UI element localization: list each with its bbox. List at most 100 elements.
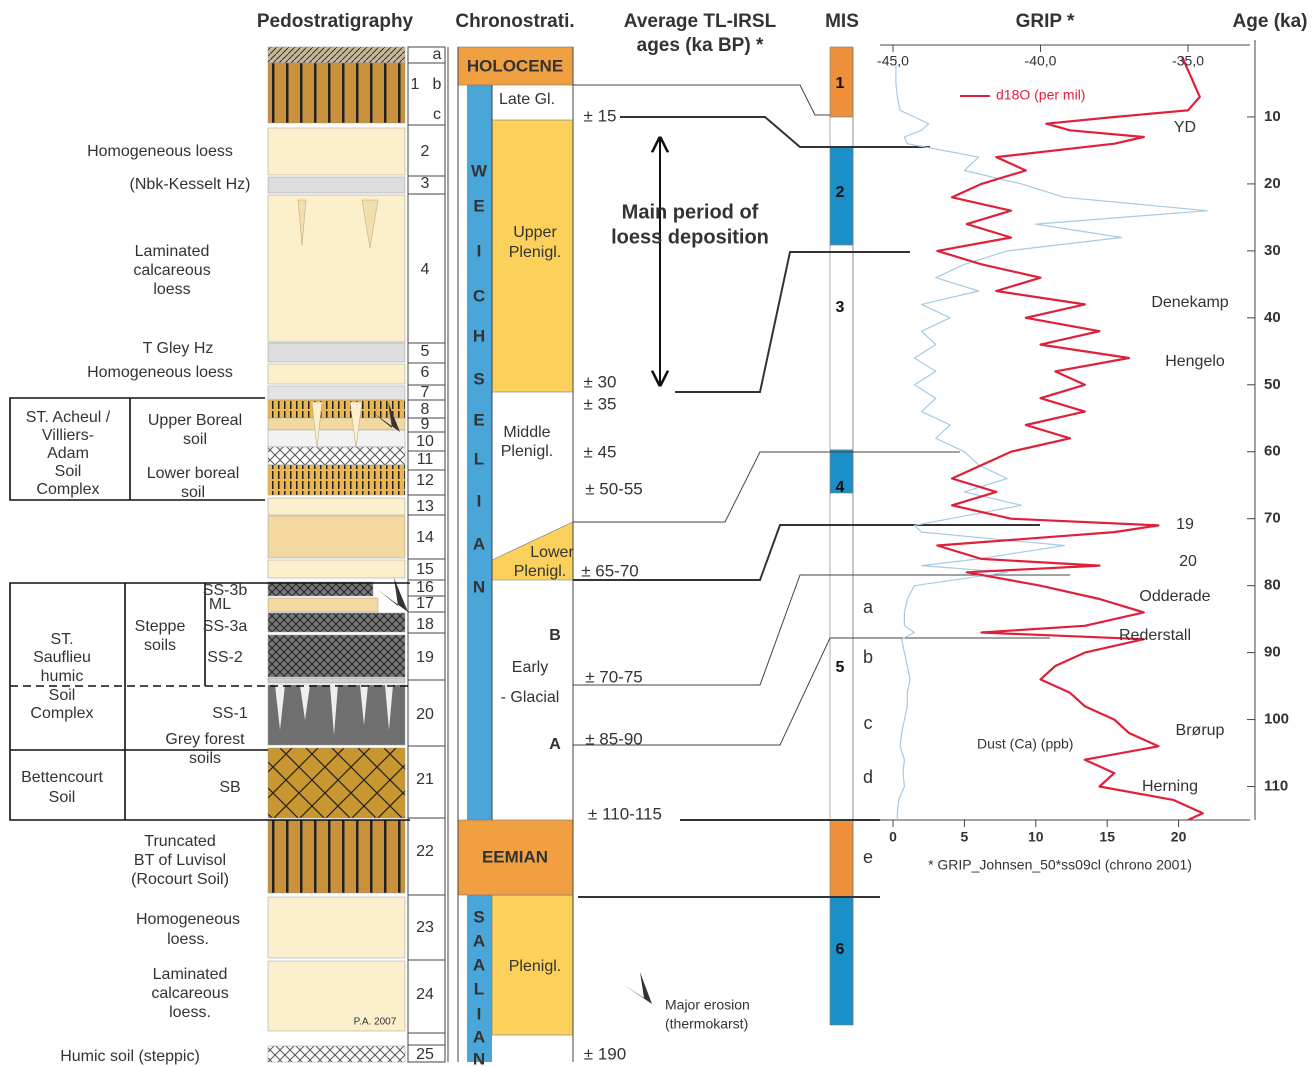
header: Chronostrati.	[455, 11, 574, 32]
legend-text: (thermokarst)	[665, 1016, 748, 1032]
layer-number: 4	[421, 261, 430, 278]
soil-label: Villiers-	[42, 427, 94, 444]
layer-number: 10	[416, 433, 434, 450]
chrono-label: HOLOCENE	[467, 56, 563, 75]
pedo-label: Homogeneous	[136, 911, 240, 928]
header: Pedostratigraphy	[257, 11, 414, 32]
layer-number: 5	[421, 343, 430, 360]
header: Average TL-IRSL	[624, 11, 777, 32]
layer-number: 7	[421, 384, 430, 401]
layer-number: 3	[421, 175, 430, 192]
pedo-label: T Gley Hz	[143, 340, 214, 357]
bottom-tick-label: 0	[889, 829, 897, 845]
series-line	[895, 56, 1208, 820]
grip-chart	[880, 40, 1256, 827]
top-tick-label: -45,0	[877, 53, 909, 69]
period-letter: S	[473, 369, 484, 388]
chrono-label: Early	[512, 659, 548, 676]
soil-label: SB	[219, 779, 240, 796]
pedo-label: Humic soil (steppic)	[60, 1048, 200, 1065]
age-label: ± 85-90	[585, 729, 643, 748]
top-tick-label: -35,0	[1172, 53, 1204, 69]
legend-label: Dust (Ca) (ppb)	[977, 736, 1073, 752]
layer-number: 2	[421, 143, 430, 160]
annotation: 19	[1176, 516, 1194, 533]
chrono-label: EEMIAN	[482, 847, 548, 866]
annotation: 20	[1179, 553, 1197, 570]
age-label: ± 45	[584, 442, 617, 461]
soil-label: Grey forest	[165, 731, 245, 748]
layer-number: 17	[416, 595, 434, 612]
layer-number: 21	[416, 771, 434, 788]
soil-label: Upper Boreal	[148, 412, 242, 429]
layer-number: 15	[416, 561, 434, 578]
pedo-label: loess.	[169, 1004, 211, 1021]
soil-label: Soil	[49, 789, 76, 806]
age-tick-label: 100	[1264, 711, 1289, 728]
annotation: Herning	[1142, 778, 1198, 795]
layer-number: 22	[416, 843, 434, 860]
chrono-label: Middle	[503, 424, 550, 441]
period-letter: I	[477, 241, 482, 260]
soil-label: Bettencourt	[21, 769, 103, 786]
soil-label: Soil	[49, 687, 76, 704]
mis-stage: 4	[836, 479, 845, 496]
period-letter: L	[474, 979, 484, 998]
layer-number: 18	[416, 616, 434, 633]
soil-label: SS-3a	[203, 618, 248, 635]
layer-dividers	[408, 62, 445, 1046]
pedo-label: P.A. 2007	[354, 1017, 397, 1028]
soil-label: ML	[209, 596, 231, 613]
chrono-column	[457, 46, 574, 1062]
annotation: YD	[1174, 119, 1196, 136]
period-letter: H	[473, 326, 485, 345]
loess-note: Main period of	[622, 201, 759, 223]
period-letter: E	[473, 410, 484, 429]
annotation: Odderade	[1139, 588, 1210, 605]
soil-label: soils	[144, 637, 176, 654]
layer-number: b	[433, 76, 442, 93]
age-tick-label: 80	[1264, 577, 1281, 594]
soil-label: SS-3b	[203, 582, 248, 599]
age-label: ± 110-115	[588, 804, 662, 823]
period-letter: W	[471, 161, 488, 180]
age-tick-label: 30	[1264, 242, 1281, 259]
layer-number: 23	[416, 919, 434, 936]
annotation: Denekamp	[1151, 294, 1228, 311]
chrono-label: Late Gl.	[499, 91, 555, 108]
mis-substage: e	[863, 847, 873, 867]
annotation: Brørup	[1176, 722, 1225, 739]
soil-label: Soil	[55, 463, 82, 480]
chrono-label: A	[549, 736, 561, 753]
erosion-icons	[372, 402, 652, 1004]
layer-number: 8	[421, 401, 430, 418]
bottom-tick-label: 5	[961, 829, 969, 845]
chrono-label: Lower	[530, 544, 574, 561]
age-tick-label: 50	[1264, 376, 1281, 393]
soil-label: Complex	[30, 705, 93, 722]
layer-number: 16	[416, 579, 434, 596]
mis-stage: 5	[836, 659, 845, 676]
loess-note: loess deposition	[611, 226, 769, 248]
period-letter: E	[473, 196, 484, 215]
chrono-label: Plenigl.	[509, 244, 561, 261]
period-letter: N	[473, 577, 485, 596]
age-label: ± 30	[584, 372, 617, 391]
layer-number: c	[433, 106, 441, 123]
layer-number: 24	[416, 986, 434, 1003]
chrono-label: Plenigl.	[514, 563, 566, 580]
soil-label: Adam	[47, 445, 89, 462]
chrono-label: Plenigl.	[509, 958, 561, 975]
age-tick-label: 40	[1264, 309, 1281, 326]
soil-label: Sauflieu	[33, 649, 91, 666]
period-letter: S	[473, 907, 484, 926]
layer-number: 9	[421, 416, 430, 433]
period-letter: A	[473, 955, 485, 974]
series-line	[936, 56, 1204, 822]
chrono-label: - Glacial	[501, 689, 560, 706]
age-tick-label: 10	[1264, 108, 1281, 125]
header: ages (ka BP) *	[637, 35, 764, 56]
period-letter: I	[477, 491, 482, 510]
layer-number: 11	[417, 451, 434, 468]
